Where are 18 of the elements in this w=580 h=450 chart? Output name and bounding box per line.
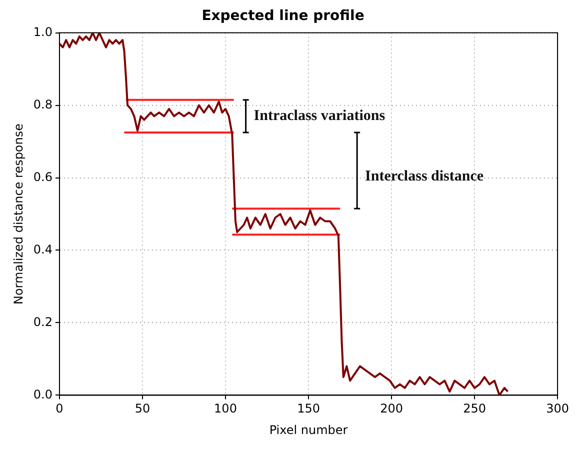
y-tick-label: 0.4 <box>33 242 52 256</box>
y-tick-label: 0.0 <box>33 387 52 402</box>
y-axis-title: Normalized distance response <box>11 123 26 305</box>
annotation: Interclass distance <box>365 168 484 184</box>
y-tick-label: 0.8 <box>33 97 52 112</box>
y-tick-label: 1.0 <box>33 24 52 39</box>
y-tick-label: 0.2 <box>33 314 52 329</box>
x-tick-label: 300 <box>546 402 569 416</box>
chart-title: Expected line profile <box>202 8 364 24</box>
annotation: Intraclass variations <box>254 108 386 124</box>
x-tick-label: 100 <box>214 402 237 416</box>
x-tick-label: 250 <box>463 402 486 416</box>
x-axis-title: Pixel number <box>269 422 348 437</box>
x-tick-label: 0 <box>56 402 64 416</box>
x-tick-label: 50 <box>134 402 150 416</box>
x-tick-label: 200 <box>380 402 403 416</box>
x-tick-label: 150 <box>297 402 320 416</box>
y-tick-label: 0.6 <box>33 170 52 184</box>
